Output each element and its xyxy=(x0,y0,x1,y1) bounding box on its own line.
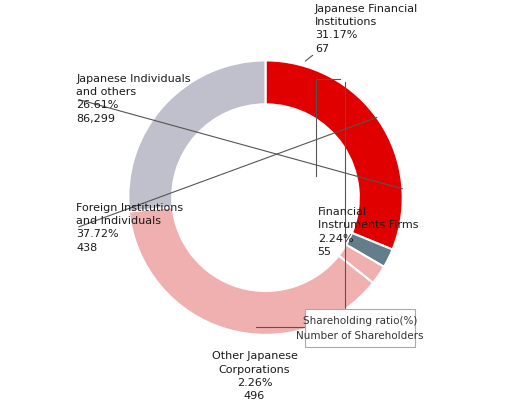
Wedge shape xyxy=(129,207,373,335)
Wedge shape xyxy=(339,245,384,283)
Text: Financial
Instruments Firms
2.24%
55: Financial Instruments Firms 2.24% 55 xyxy=(318,207,418,257)
Text: Number of Shareholders: Number of Shareholders xyxy=(296,331,424,341)
Text: Foreign Institutions
and Individuals
37.72%
438: Foreign Institutions and Individuals 37.… xyxy=(76,203,183,252)
FancyBboxPatch shape xyxy=(305,309,415,347)
Wedge shape xyxy=(266,61,402,250)
Text: Japanese Financial
Institutions
31.17%
67: Japanese Financial Institutions 31.17% 6… xyxy=(315,4,418,54)
Wedge shape xyxy=(346,233,392,267)
Wedge shape xyxy=(129,61,266,212)
Text: Shareholding ratio(%): Shareholding ratio(%) xyxy=(303,316,417,326)
Text: Japanese Individuals
and others
26.61%
86,299: Japanese Individuals and others 26.61% 8… xyxy=(76,74,191,124)
Text: Other Japanese
Corporations
2.26%
496: Other Japanese Corporations 2.26% 496 xyxy=(211,351,297,401)
